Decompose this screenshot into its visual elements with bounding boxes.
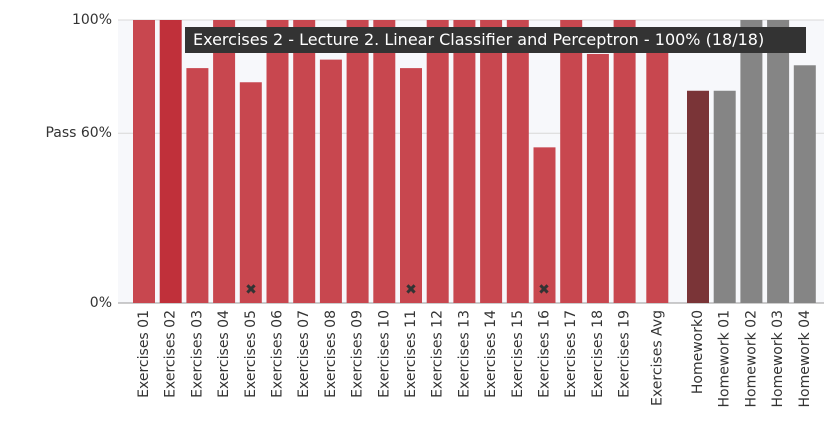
bar [426, 20, 449, 303]
x-tick-label: Exercises 15 [510, 310, 526, 398]
x-tick-label: Exercises 18 [590, 310, 606, 398]
cross-icon: ✖ [538, 282, 550, 298]
x-tick-label: Exercises 10 [376, 310, 392, 398]
bar [266, 20, 289, 303]
x-tick-label: Exercises 01 [136, 310, 152, 398]
bar [186, 68, 209, 303]
bar [687, 90, 709, 303]
bar [533, 147, 556, 303]
x-tick-label: Exercises 12 [430, 310, 446, 398]
cross-icon: ✖ [245, 282, 257, 298]
x-tick-label: Homework0 [690, 310, 706, 394]
bar [346, 20, 369, 303]
bar [133, 20, 155, 303]
x-tick-label: Exercises 07 [296, 310, 312, 398]
x-tick-label: Homework 01 [717, 310, 733, 408]
x-tick-label: Exercises 17 [563, 310, 579, 398]
bar [213, 20, 236, 303]
bar [159, 20, 182, 303]
bar [319, 59, 342, 304]
bar [646, 39, 669, 304]
x-tick-label: Homework 03 [770, 310, 786, 408]
x-tick-label: Exercises 02 [163, 310, 179, 398]
bar [400, 68, 422, 303]
x-tick-label: Homework 02 [743, 310, 759, 408]
x-tick-label: Exercises 08 [323, 310, 339, 398]
x-marks: ✖ ✖ ✖ [245, 282, 550, 298]
x-tick-label: Exercises 09 [350, 310, 366, 398]
bar [453, 20, 476, 303]
x-tick-label: Exercises 03 [189, 310, 205, 398]
bar [586, 53, 609, 304]
tooltip: Exercises 2 - Lecture 2. Linear Classifi… [193, 30, 764, 49]
bar [613, 20, 636, 303]
x-tick-label: Exercises 19 [617, 310, 633, 398]
bar [560, 20, 583, 303]
bar [293, 20, 316, 303]
bar [373, 20, 396, 303]
cross-icon: ✖ [405, 282, 417, 298]
tooltip-box [185, 27, 806, 53]
bar [740, 20, 763, 303]
y-tick-label: 0% [90, 295, 112, 311]
x-tick-label: Exercises 06 [270, 310, 286, 398]
bar [713, 90, 736, 303]
x-tick-label: Exercises Avg [649, 310, 665, 406]
y-tick-label: Pass 60% [45, 125, 112, 141]
x-tick-label: Exercises 05 [243, 310, 259, 398]
x-tick-label: Exercises 04 [216, 310, 232, 398]
bar [239, 82, 262, 303]
x-tick-label: Homework 04 [797, 310, 813, 408]
bar [480, 20, 503, 303]
bar [767, 20, 790, 303]
y-tick-label: 100% [72, 12, 112, 28]
x-tick-label: Exercises 11 [403, 310, 419, 398]
bar [506, 20, 529, 303]
x-tick-label: Exercises 16 [537, 310, 553, 398]
x-tick-label: Exercises 13 [456, 310, 472, 398]
bar [793, 65, 816, 303]
x-tick-label: Exercises 14 [483, 310, 499, 398]
